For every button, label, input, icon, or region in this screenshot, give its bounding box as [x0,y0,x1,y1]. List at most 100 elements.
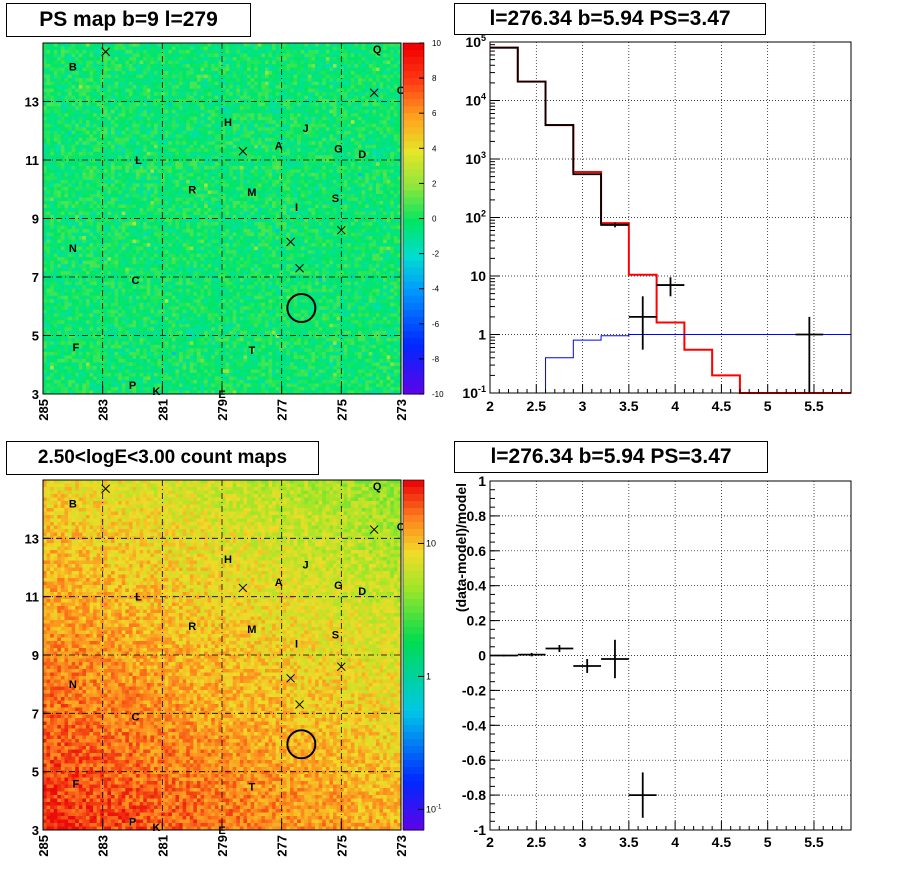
y-tick-label: 10-1 [462,384,486,401]
x-tick-label: 2.5 [527,834,547,850]
source-label: R [188,621,196,633]
source-label: J [302,123,308,135]
tr-title: l=276.34 b=5.94 PS=3.47 [454,3,766,35]
y-axis-label: (data-model)/model [453,483,469,612]
y-tick-label: 3 [32,823,39,838]
x-tick-label: 275 [334,399,349,421]
y-tick-label: 5 [32,329,39,344]
y-tick-label: -1 [474,822,487,838]
x-tick-label: 5.5 [804,834,824,850]
source-label: C [132,275,140,287]
tl-title: PS map b=9 l=279 [6,3,251,37]
source-label: T [248,781,255,793]
source-label: H [224,554,232,566]
x-tick-label: 283 [96,399,111,421]
y-tick-label: 104 [465,92,486,109]
y-tick-label: -0.8 [462,787,486,803]
source-label: H [224,117,232,129]
x-tick-label: 4.5 [712,398,732,414]
y-tick-label: 1 [478,327,486,343]
source-label: F [72,342,79,354]
x-tick-label: 277 [275,399,290,421]
y-tick-label: 3 [32,387,39,402]
y-tick-label: 7 [32,270,39,285]
source-label: Q [373,481,382,493]
x-tick-label: 273 [394,835,409,857]
residual-plot: 2 2.5 3 3.5 4 4.5 5 5.5-1-0.8-0.6-0.4-0.200.20.… [453,473,851,850]
source-label: M [247,624,256,636]
y-tick-label: 0.8 [467,508,487,524]
source-label: I [295,638,298,650]
source-label: F [72,778,79,790]
br-title: l=276.34 b=5.94 PS=3.47 [454,441,768,473]
source-label: K [152,386,160,398]
bl-title: 2.50<logE<3.00 count maps [6,441,319,475]
source-label: B [69,61,77,73]
source-label: A [275,577,283,589]
x-tick-label: 2 [486,398,494,414]
colorbar-tick-label: 10 [426,538,436,548]
x-tick-label: 285 [36,835,51,857]
colorbar-tick-label: 2 [432,179,437,188]
y-tick-label: 7 [32,706,39,721]
source-label: J [302,560,308,572]
source-label: A [275,140,283,152]
y-tick-label: -0.6 [462,752,486,768]
source-label: P [129,380,136,392]
source-label: N [69,679,77,691]
colorbar-tick-label: 6 [432,109,437,118]
x-tick-label: 283 [96,835,111,857]
source-label: M [247,187,256,199]
y-tick-label: -0.2 [462,682,486,698]
y-tick-label: 0.2 [467,613,487,629]
y-tick-label: 0 [478,648,486,664]
y-tick-label: 13 [25,95,39,110]
source-label: Q [373,44,382,56]
y-tick-label: -0.4 [462,717,486,733]
colorbar-tick-label: 0 [432,215,437,224]
source-label: G [334,580,343,592]
colorbar-tick-label: -6 [432,320,440,329]
y-tick-label: 102 [465,209,486,226]
x-tick-label: 285 [36,399,51,421]
colorbar-tick-label: -4 [432,285,440,294]
colorbar-tick-label: 1 [426,671,431,681]
y-tick-label: 103 [465,150,486,167]
colorbar-tick-label: 10-1 [426,804,442,814]
source-label: S [332,193,339,205]
count-colorbar: 10-1 1 10 [403,480,442,831]
source-label: T [248,345,255,357]
x-tick-label: 273 [394,399,409,421]
source-label: E [218,389,225,401]
y-tick-label: 11 [25,590,39,605]
y-tick-label: 0.6 [467,543,487,559]
colorbar-tick-label: 8 [432,74,437,83]
source-label: G [334,143,343,155]
y-tick-label: 10 [470,268,486,284]
source-label: D [358,586,366,598]
colorbar-tick-label: -10 [432,390,444,399]
x-tick-label: 281 [155,835,170,857]
y-tick-label: 9 [32,648,39,663]
x-tick-label: 279 [215,399,230,421]
x-tick-label: 4.5 [712,834,732,850]
x-tick-label: 277 [275,835,290,857]
x-tick-label: 3 [579,834,587,850]
x-tick-label: 4 [671,834,679,850]
spectrum-plot: 2 2.5 3 3.5 4 4.5 5 5.5 [486,42,851,414]
x-tick-label: 2.5 [527,398,547,414]
x-tick-label: 5 [764,398,772,414]
x-tick-label: 279 [215,835,230,857]
colorbar-tick-label: -8 [432,355,440,364]
x-tick-label: 5.5 [804,398,824,414]
x-tick-label: 5 [764,834,772,850]
source-label: D [358,149,366,161]
x-tick-label: 275 [334,835,349,857]
colorbar-tick-label: 4 [432,144,437,153]
source-label: K [152,822,160,834]
y-tick-label: 5 [32,765,39,780]
y-tick-label: 9 [32,212,39,227]
